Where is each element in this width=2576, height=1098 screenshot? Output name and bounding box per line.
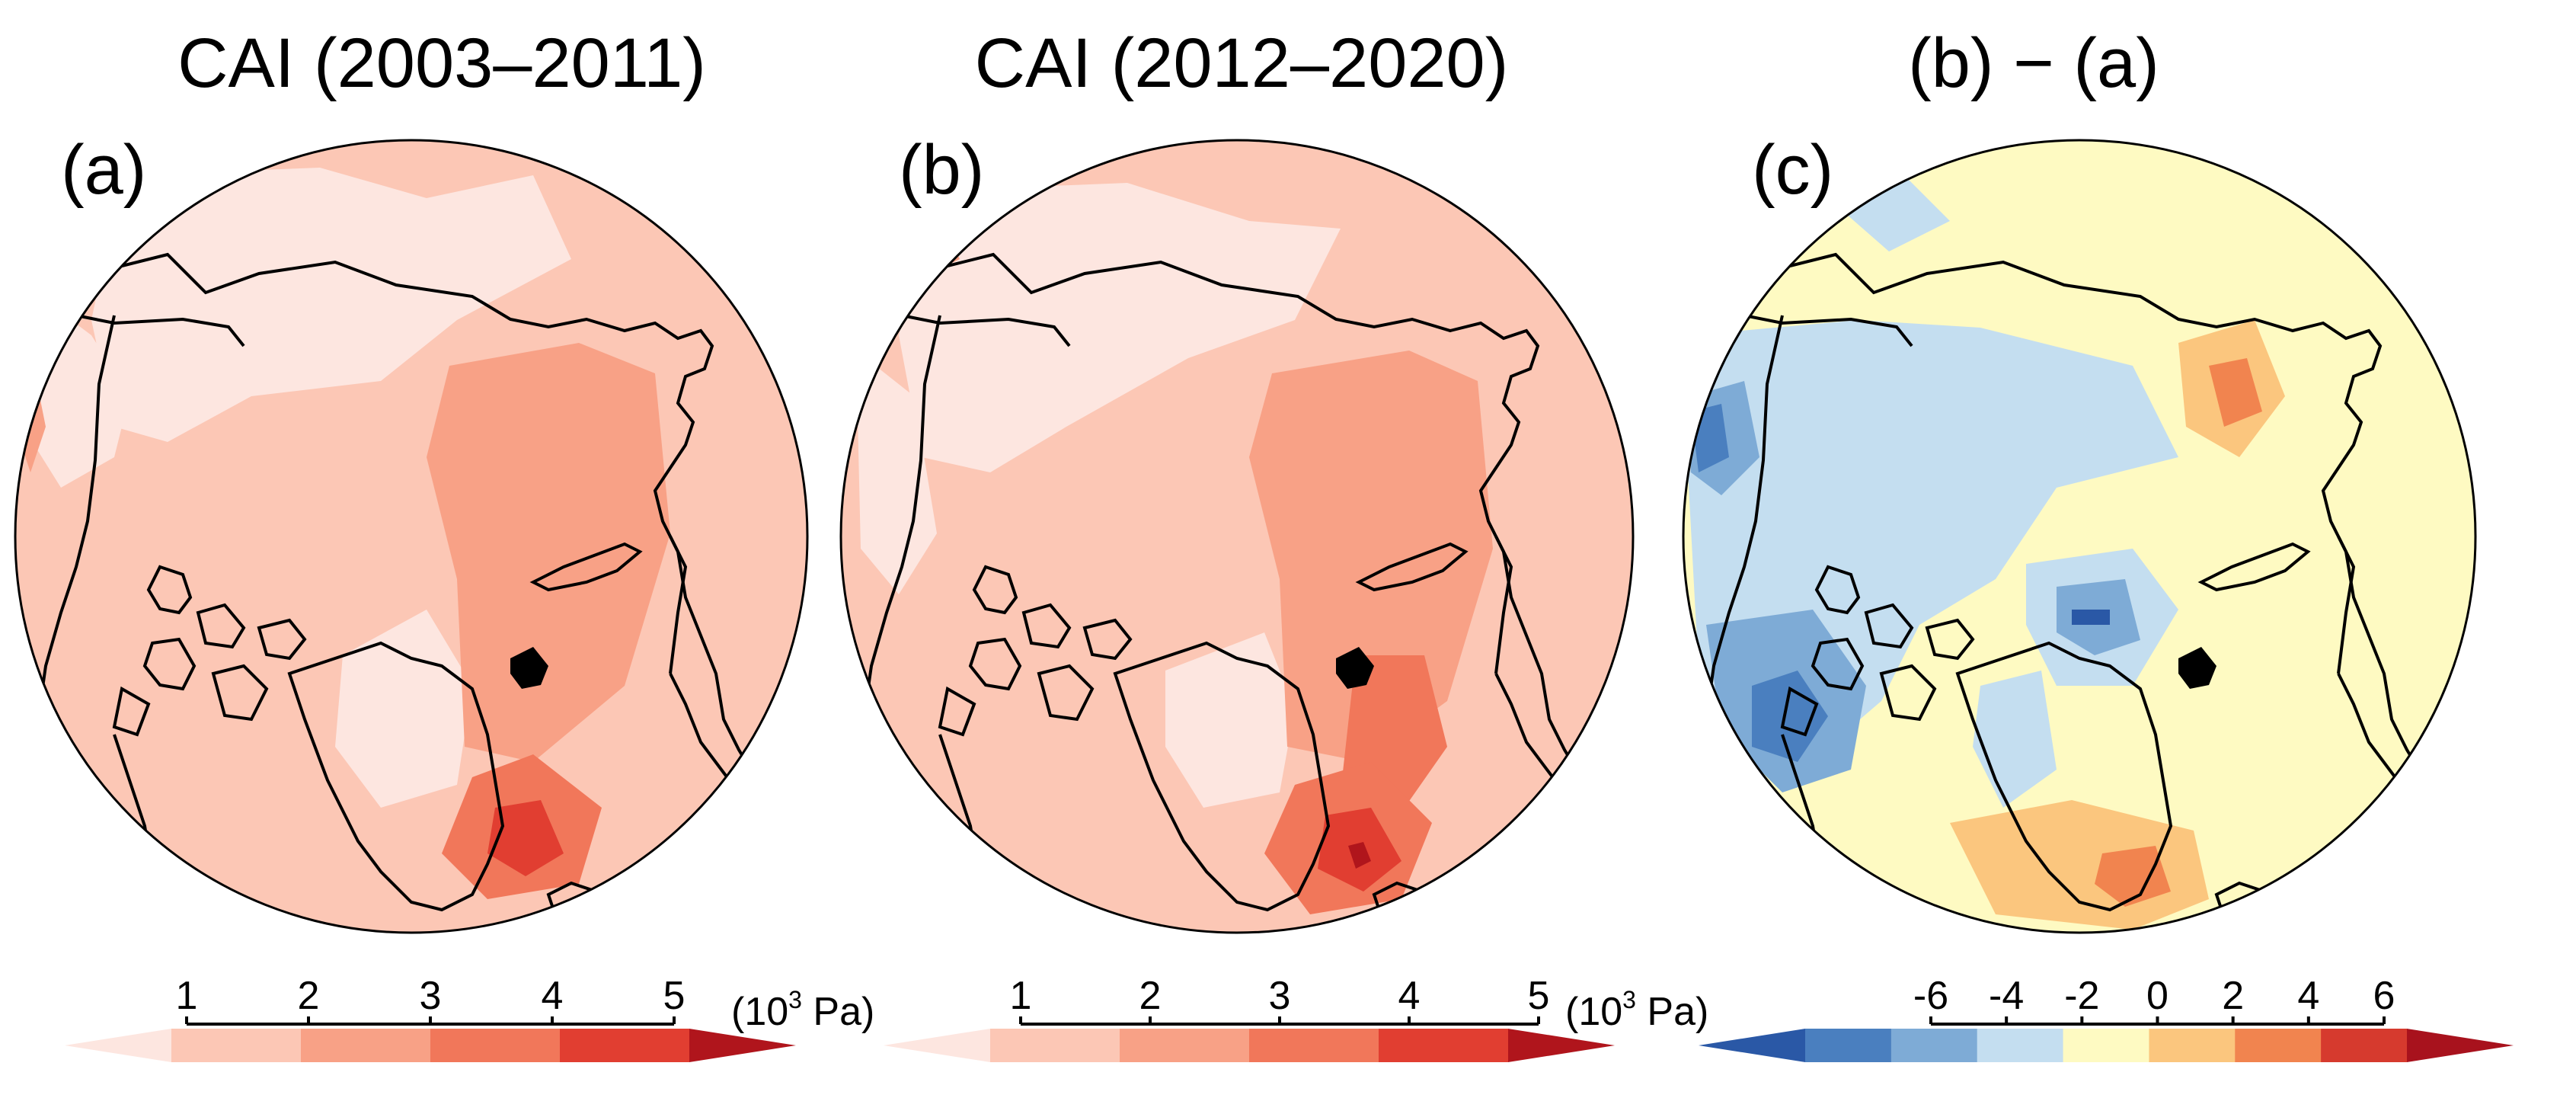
colorbar-tick-label: 1 (1010, 974, 1032, 1018)
colorbar-segment (1120, 1029, 1250, 1062)
colorbar-tick-label: 2 (298, 974, 320, 1018)
panel-c-label: (c) (1752, 131, 1834, 209)
colorbar-segment (1977, 1029, 2064, 1062)
colorbar-tick-label: 4 (542, 974, 564, 1018)
colorbar-segment (1805, 1029, 1892, 1062)
colorbar-arrow-left (884, 1029, 990, 1062)
panel-c-title: (b) − (a) (1908, 24, 2159, 102)
unit-exponent: 3 (788, 986, 802, 1013)
colorbar-tick-label: 4 (2297, 974, 2319, 1018)
unit-exponent: 3 (1622, 986, 1636, 1013)
colorbar-arrow-right (2407, 1029, 2514, 1062)
colorbar-tick-label: 5 (663, 974, 686, 1018)
colorbar-arrow-right (689, 1029, 796, 1062)
colorbar-tick-label: 3 (420, 974, 442, 1018)
colorbar-tick-label: 3 (1269, 974, 1291, 1018)
map-c (1682, 139, 2477, 934)
panel-b-title: CAI (2012–2020) (974, 24, 1509, 102)
colorbar-segment (1379, 1029, 1509, 1062)
colorbar-arrow-left (1699, 1029, 1805, 1062)
colorbar-segment (560, 1029, 690, 1062)
colorbar-segment (430, 1029, 561, 1062)
colorbar-tick-label: 1 (176, 974, 198, 1018)
colorbar-tick-label: 6 (2373, 974, 2395, 1018)
colorbar-segment (990, 1029, 1120, 1062)
colorbar-segment (2063, 1029, 2149, 1062)
colorbar-tick-label: 4 (1398, 974, 1421, 1018)
unit-suffix: Pa) (801, 990, 875, 1034)
colorbar-tick-label: 0 (2146, 974, 2169, 1018)
colorbar-a: 1 2 3 4 5 (65, 974, 796, 1062)
colorbar-a-unit: (103 Pa) (731, 977, 874, 1035)
colorbar-segment (1249, 1029, 1379, 1062)
colorbar-segment (2149, 1029, 2236, 1062)
colorbar-tick-label: 5 (1528, 974, 1550, 1018)
colorbar-tick-label: -6 (1913, 974, 1948, 1018)
colorbar-tick-label: 2 (2222, 974, 2244, 1018)
colorbar-tick-label: -4 (1989, 974, 2024, 1018)
colorbar-tick-label: -2 (2064, 974, 2099, 1018)
colorbar-b: 1 2 3 4 5 (884, 974, 1615, 1062)
colorbar-b-unit: (103 Pa) (1565, 977, 1708, 1035)
colorbar-segment (301, 1029, 431, 1062)
unit-suffix: Pa) (1635, 990, 1709, 1034)
colorbar-arrow-left (65, 1029, 171, 1062)
colorbar-c: -6 -4 -2 0 2 4 6 (1699, 974, 2514, 1062)
colorbar-segment (171, 1029, 302, 1062)
colorbar-segment (2235, 1029, 2322, 1062)
panel-a-label: (a) (61, 131, 147, 209)
panel-b-label: (b) (899, 131, 985, 209)
unit-prefix: (10 (731, 990, 789, 1034)
colorbar-arrow-right (1508, 1029, 1615, 1062)
map-a (14, 139, 809, 934)
colorbar-tick-label: 2 (1139, 974, 1162, 1018)
colorbar-segment (2321, 1029, 2408, 1062)
map-b (839, 139, 1635, 934)
panel-a-title: CAI (2003–2011) (177, 24, 706, 102)
unit-prefix: (10 (1565, 990, 1623, 1034)
colorbar-segment (1890, 1029, 1978, 1062)
